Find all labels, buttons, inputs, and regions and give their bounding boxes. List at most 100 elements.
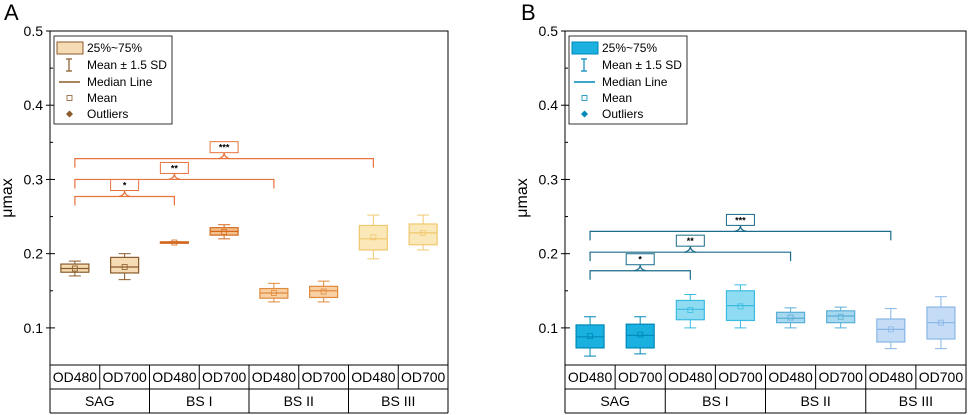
box-bs-ii-od480 [775,307,806,329]
y-tick-label: 0.3 [539,171,559,187]
legend-swatch-sd [581,58,587,72]
significance-box [209,141,239,154]
category-table: OD480 OD700 OD480 OD700 OD480 OD700 OD480 OD700… [564,365,967,414]
bracket-line [74,195,175,206]
significance-bracket: ** [74,161,275,189]
x-category-label: OD480 [869,369,914,385]
x-group-label: SAG [600,393,630,409]
y-axis-label: μmax [0,178,16,217]
legend-swatch-box [571,41,599,55]
box-bs-i-od480 [159,239,189,246]
significance-label: * [123,181,127,191]
x-category-label: OD700 [401,369,446,385]
x-group-label: BS I [186,393,212,409]
y-tick-label: 0.4 [539,97,559,113]
mean-marker [270,290,277,296]
legend-swatch-mean [66,95,73,101]
significance-label: * [638,255,642,265]
x-group-label: BS I [702,393,728,409]
legend: 25%~75% Mean ± 1.5 SD Median Line Mean Outli… [568,35,688,125]
legend-swatch-mean [581,95,588,101]
box-bs-ii-od700 [826,306,856,329]
x-category-label: OD480 [768,369,813,385]
legend-label: Median Line [602,75,668,89]
significance-bracket: *** [589,213,892,241]
x-group-label: BS III [899,393,933,409]
significance-bracket: * [74,179,175,206]
bracket-line [589,270,691,280]
significance-label: *** [219,143,230,153]
y-axis-label: μmax [514,178,531,217]
panel-label: A [4,0,19,25]
mean-marker [787,314,794,321]
bracket-line [74,178,275,189]
legend-swatch-outlier [581,110,588,118]
x-group-label: SAG [85,393,115,409]
significance-label: *** [735,215,746,225]
iqr-box [625,323,655,349]
mean-marker [887,326,894,333]
legend-label: Mean [602,91,632,105]
box-sag-od480 [60,260,90,277]
bracket-tip [634,264,647,272]
legend-label: Mean [87,91,117,105]
mean-marker [221,229,228,236]
bracket-tip [218,152,231,160]
bracket-tip [168,173,181,181]
mean-marker [171,239,178,246]
y-tick-label: 0.3 [24,171,44,187]
legend: 25%~75% Mean ± 1.5 SD Median Line Mean Outli… [53,35,173,125]
bracket-tip [734,225,747,232]
iqr-box [408,223,438,246]
x-category-label: OD700 [618,369,663,385]
box-sag-od700 [110,253,140,281]
significance-bracket: ** [589,234,792,262]
bracket-tip [684,246,697,253]
significance-box [725,213,755,226]
x-group-label: BS II [284,393,314,409]
mean-marker [320,288,327,295]
mean-marker [938,319,944,326]
x-category-label: OD480 [53,369,98,385]
iqr-box [358,224,388,251]
mean-marker [687,307,694,313]
box-sag-od700 [625,316,655,355]
x-category-label: OD700 [718,369,763,385]
mean-marker [420,229,427,236]
panel-label: B [521,0,536,25]
significance-bracket: * [589,253,691,280]
mean-marker [370,234,377,241]
significance-label: ** [687,236,695,246]
x-category-label: OD700 [102,369,147,385]
legend-label: Outliers [602,107,643,121]
y-tick-label: 0.4 [24,97,44,113]
category-table: OD480 OD700 OD480 OD700 OD480 OD700 OD480 OD700… [49,365,449,414]
bracket-line [74,158,374,168]
x-category-label: OD700 [919,369,964,385]
significance-box [159,161,189,174]
significance-bracket: *** [74,141,374,168]
x-category-label: OD480 [568,369,613,385]
legend-label: Median Line [87,75,153,89]
box-bs-ii-od700 [309,280,339,303]
y-tick-label: 0.5 [539,23,559,39]
legend-label: 25%~75% [602,41,657,55]
x-category-label: OD480 [668,369,713,385]
y-tick-label: 0.5 [24,23,44,39]
significance-box [625,253,655,266]
box-sag-od480 [575,316,605,357]
box-bs-iii-od480 [876,308,906,350]
x-category-label: OD700 [301,369,346,385]
mean-marker [587,333,593,339]
legend-label: Mean ± 1.5 SD [87,58,167,72]
x-category-label: OD480 [351,369,396,385]
mean-marker [121,264,128,270]
iqr-box [876,318,906,343]
bracket-line [589,230,892,241]
iqr-box [826,310,856,324]
mean-marker [737,303,744,310]
box-bs-iii-od700 [408,214,438,251]
legend-swatch-box [56,41,84,55]
